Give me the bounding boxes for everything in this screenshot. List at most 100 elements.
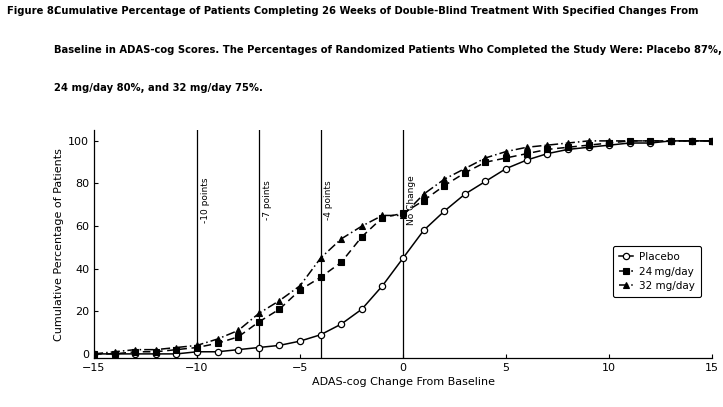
32 mg/day: [275, 298, 283, 303]
Placebo: [646, 140, 655, 145]
X-axis label: ADAS-cog Change From Baseline: ADAS-cog Change From Baseline: [312, 377, 495, 387]
24 mg/day: [482, 160, 490, 165]
24 mg/day: [605, 140, 614, 145]
Placebo: [275, 343, 283, 348]
Line: 24 mg/day: 24 mg/day: [91, 138, 715, 357]
32 mg/day: [296, 283, 304, 288]
Text: Figure 8:: Figure 8:: [7, 6, 59, 16]
Placebo: [708, 138, 716, 143]
Text: No Change: No Change: [407, 176, 416, 225]
32 mg/day: [440, 177, 448, 182]
Placebo: [687, 138, 696, 143]
Placebo: [564, 147, 573, 152]
Y-axis label: Cumulative Percentage of Patients: Cumulative Percentage of Patients: [54, 148, 64, 341]
24 mg/day: [440, 183, 448, 188]
Placebo: [399, 256, 408, 260]
32 mg/day: [399, 213, 408, 218]
32 mg/day: [378, 213, 387, 218]
Placebo: [234, 347, 243, 352]
32 mg/day: [172, 345, 181, 350]
Text: -4 points: -4 points: [325, 181, 333, 220]
32 mg/day: [461, 166, 469, 171]
32 mg/day: [234, 328, 243, 333]
Placebo: [419, 228, 428, 233]
Placebo: [172, 352, 181, 357]
Placebo: [90, 352, 98, 357]
Placebo: [131, 352, 140, 357]
24 mg/day: [378, 215, 387, 220]
Placebo: [316, 332, 325, 337]
Text: -10 points: -10 points: [201, 178, 210, 223]
Placebo: [543, 151, 552, 156]
Placebo: [667, 138, 675, 143]
24 mg/day: [461, 171, 469, 175]
24 mg/day: [543, 147, 552, 152]
Placebo: [440, 209, 448, 214]
24 mg/day: [234, 335, 243, 339]
24 mg/day: [687, 138, 696, 143]
24 mg/day: [357, 234, 366, 239]
32 mg/day: [419, 192, 428, 197]
Placebo: [625, 140, 634, 145]
Placebo: [461, 192, 469, 197]
24 mg/day: [399, 211, 408, 216]
32 mg/day: [522, 145, 531, 150]
Text: 24 mg/day 80%, and 32 mg/day 75%.: 24 mg/day 80%, and 32 mg/day 75%.: [54, 83, 263, 94]
Placebo: [357, 307, 366, 312]
24 mg/day: [584, 143, 593, 148]
24 mg/day: [131, 349, 140, 354]
24 mg/day: [192, 345, 201, 350]
32 mg/day: [584, 138, 593, 143]
32 mg/day: [482, 155, 490, 160]
Placebo: [213, 349, 222, 354]
24 mg/day: [646, 138, 655, 143]
24 mg/day: [625, 138, 634, 143]
Placebo: [111, 352, 119, 357]
Text: Cumulative Percentage of Patients Completing 26 Weeks of Double-Blind Treatment : Cumulative Percentage of Patients Comple…: [54, 6, 698, 16]
Placebo: [378, 283, 387, 288]
24 mg/day: [111, 352, 119, 357]
24 mg/day: [708, 138, 716, 143]
32 mg/day: [131, 347, 140, 352]
32 mg/day: [357, 224, 366, 229]
Placebo: [152, 352, 161, 357]
32 mg/day: [708, 138, 716, 143]
24 mg/day: [316, 275, 325, 280]
24 mg/day: [90, 352, 98, 357]
Placebo: [337, 322, 346, 326]
24 mg/day: [172, 347, 181, 352]
32 mg/day: [254, 311, 263, 316]
24 mg/day: [564, 145, 573, 150]
32 mg/day: [646, 138, 655, 143]
24 mg/day: [419, 198, 428, 203]
Text: -7 points: -7 points: [262, 181, 272, 221]
32 mg/day: [543, 143, 552, 148]
Legend: Placebo, 24 mg/day, 32 mg/day: Placebo, 24 mg/day, 32 mg/day: [612, 246, 701, 297]
32 mg/day: [564, 140, 573, 145]
32 mg/day: [605, 138, 614, 143]
Placebo: [296, 339, 304, 344]
24 mg/day: [667, 138, 675, 143]
32 mg/day: [502, 149, 510, 154]
Placebo: [482, 179, 490, 184]
32 mg/day: [687, 138, 696, 143]
32 mg/day: [337, 236, 346, 241]
Text: Baseline in ADAS-cog Scores. The Percentages of Randomized Patients Who Complete: Baseline in ADAS-cog Scores. The Percent…: [54, 45, 722, 55]
32 mg/day: [152, 347, 161, 352]
24 mg/day: [213, 341, 222, 346]
32 mg/day: [316, 256, 325, 260]
Line: Placebo: Placebo: [91, 138, 715, 357]
24 mg/day: [337, 260, 346, 265]
32 mg/day: [625, 138, 634, 143]
Placebo: [522, 158, 531, 162]
24 mg/day: [296, 288, 304, 293]
32 mg/day: [192, 343, 201, 348]
24 mg/day: [502, 155, 510, 160]
Placebo: [192, 349, 201, 354]
32 mg/day: [213, 337, 222, 341]
32 mg/day: [111, 349, 119, 354]
32 mg/day: [90, 352, 98, 357]
24 mg/day: [254, 319, 263, 324]
32 mg/day: [667, 138, 675, 143]
Placebo: [584, 145, 593, 150]
